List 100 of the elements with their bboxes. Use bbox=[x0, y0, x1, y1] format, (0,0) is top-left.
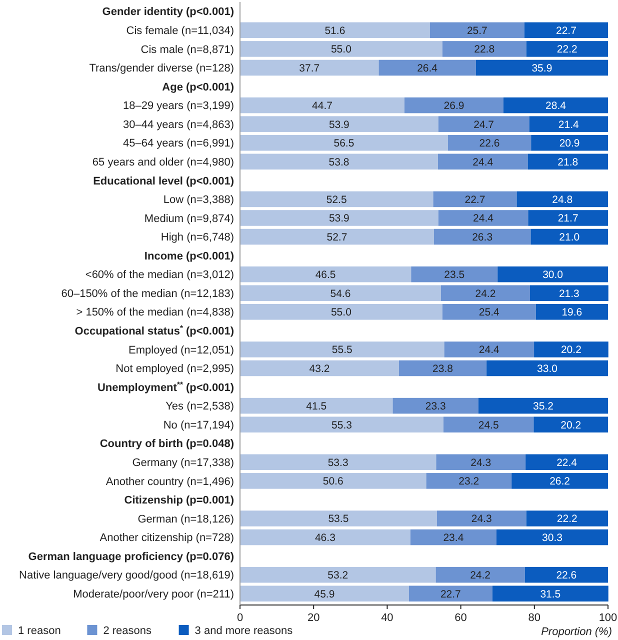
x-axis-title: Proportion (%) bbox=[541, 626, 612, 638]
data-label: 25.7 bbox=[466, 24, 488, 37]
data-label: 21.7 bbox=[558, 212, 578, 225]
bar bbox=[438, 116, 530, 132]
bar bbox=[240, 210, 438, 226]
data-label: 25.4 bbox=[478, 306, 500, 319]
bar bbox=[411, 266, 498, 282]
data-label: 41.5 bbox=[306, 400, 327, 412]
y-tick-label: 65 years and older (n=4,980) bbox=[92, 156, 234, 168]
bar bbox=[240, 529, 410, 546]
bar bbox=[524, 566, 608, 583]
x-tick-label: 0 bbox=[236, 612, 244, 624]
y-tick-label: Income (p<0.001) bbox=[144, 250, 234, 262]
data-label: 20.9 bbox=[559, 138, 580, 150]
data-label: 23.4 bbox=[443, 532, 464, 544]
bar bbox=[438, 154, 528, 170]
x-tick-label: 40 bbox=[381, 612, 394, 624]
bar bbox=[408, 586, 492, 602]
bar bbox=[240, 134, 448, 151]
bar bbox=[240, 416, 444, 432]
y-tick-label: <60% of the median (n=3,012) bbox=[85, 269, 234, 282]
bar bbox=[433, 191, 517, 208]
data-label: 26.3 bbox=[472, 231, 493, 244]
data-label: 22.7 bbox=[556, 24, 577, 37]
y-tick-label: Gender identity (p<0.001) bbox=[102, 6, 234, 18]
y-tick-label: 60–150% of the median (n=12,183) bbox=[61, 288, 234, 300]
y-tick-label: Country of birth (p=0.048) bbox=[100, 438, 234, 450]
data-label: 53.3 bbox=[328, 456, 348, 469]
y-tick-label: Low (n=3,388) bbox=[163, 194, 234, 206]
data-label: 23.2 bbox=[458, 476, 480, 488]
bar bbox=[503, 97, 608, 114]
bar bbox=[440, 285, 530, 301]
bar bbox=[378, 60, 476, 76]
bar bbox=[240, 566, 436, 583]
data-label: 54.6 bbox=[330, 288, 351, 300]
y-tick-label: 18–29 years (n=3,199) bbox=[123, 100, 234, 112]
y-tick-label: Cis female (n=11,034) bbox=[126, 25, 234, 38]
y-tick-label: 30–44 years (n=4,863) bbox=[123, 118, 234, 131]
data-label: 55.0 bbox=[330, 44, 352, 56]
bar bbox=[240, 266, 412, 282]
data-label: 35.2 bbox=[533, 400, 554, 412]
x-tick-label: 80 bbox=[528, 612, 541, 624]
data-label: 26.4 bbox=[417, 62, 438, 74]
bar bbox=[528, 210, 608, 226]
y-tick-label: High (n=6,748) bbox=[160, 232, 234, 244]
data-label: 20.2 bbox=[560, 419, 582, 432]
bar bbox=[528, 154, 608, 170]
bar bbox=[240, 510, 437, 526]
y-tick-label: Occupational status$^{*}$ (p<0.001) bbox=[74, 323, 234, 338]
data-label: 23.5 bbox=[444, 269, 465, 282]
data-label: 35.9 bbox=[532, 62, 552, 74]
x-tick-label: 60 bbox=[454, 612, 467, 624]
data-label: 33.0 bbox=[537, 362, 558, 375]
bar bbox=[240, 228, 434, 245]
bar bbox=[430, 22, 524, 38]
bar bbox=[240, 154, 438, 170]
data-label: 53.9 bbox=[328, 118, 350, 131]
bar bbox=[240, 398, 393, 414]
data-label: 28.4 bbox=[546, 100, 566, 112]
bar bbox=[436, 510, 526, 526]
bar bbox=[516, 191, 608, 208]
bar bbox=[438, 210, 528, 226]
data-label: 30.3 bbox=[542, 532, 563, 544]
data-label: 53.9 bbox=[328, 212, 350, 225]
y-tick-label: Yes (n=2,538) bbox=[166, 400, 234, 413]
bar bbox=[536, 304, 608, 320]
bar bbox=[240, 586, 409, 602]
y-tick-label: German (n=18,126) bbox=[138, 513, 234, 526]
y-tick-label: Educational level (p<0.001) bbox=[93, 175, 234, 188]
y-tick-label: 45–64 years (n=6,991) bbox=[123, 138, 234, 150]
bar bbox=[240, 360, 399, 376]
data-label: 22.6 bbox=[556, 570, 577, 582]
bar bbox=[524, 22, 608, 38]
data-label: 23.8 bbox=[432, 362, 454, 375]
data-label: 56.5 bbox=[334, 138, 354, 150]
bar bbox=[476, 60, 608, 76]
data-label: 22.7 bbox=[464, 194, 486, 206]
bar bbox=[444, 342, 534, 358]
y-tick-label: > 150% of the median (n=4,838) bbox=[76, 306, 234, 319]
bar bbox=[398, 360, 487, 376]
y-tick-label: Citizenship (p=0.001) bbox=[124, 494, 234, 507]
data-label: 24.2 bbox=[470, 570, 491, 582]
data-label: 24.2 bbox=[475, 288, 496, 300]
data-label: 22.2 bbox=[556, 44, 578, 56]
bar bbox=[442, 304, 536, 320]
y-tick-label: Another citizenship (n=728) bbox=[100, 532, 234, 544]
y-tick-label: Age (p<0.001) bbox=[162, 81, 234, 94]
data-label: 19.6 bbox=[562, 306, 582, 319]
bar bbox=[434, 228, 531, 245]
bar bbox=[529, 116, 608, 132]
data-label: 52.5 bbox=[326, 194, 347, 206]
legend-label: 1 reason bbox=[18, 625, 61, 637]
bar bbox=[240, 304, 442, 320]
data-label: 24.4 bbox=[473, 212, 494, 225]
data-label: 45.9 bbox=[314, 588, 335, 600]
y-tick-label: Unemployment$^{**}$ (p<0.001) bbox=[97, 379, 234, 394]
legend-label: 2 reasons bbox=[103, 625, 152, 637]
bar bbox=[240, 22, 430, 38]
y-tick-label: Germany (n=17,338) bbox=[132, 456, 234, 469]
x-tick-label: 20 bbox=[307, 612, 320, 624]
